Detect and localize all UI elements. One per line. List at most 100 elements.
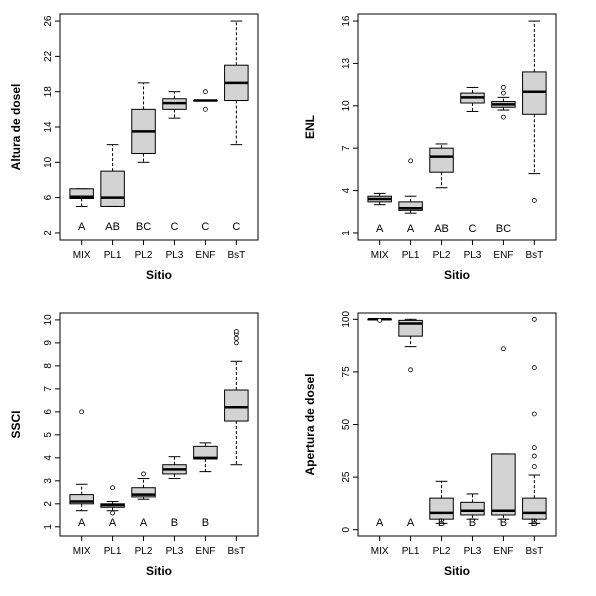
outlier-point [203, 106, 208, 112]
outlier-point [531, 445, 537, 451]
y-tick-label: 18 [43, 86, 54, 98]
box-pl3: C [460, 86, 485, 235]
box-pl2: BC [131, 82, 156, 233]
box-enf: B [193, 442, 218, 529]
iqr-box [100, 170, 125, 207]
y-tick-label: 22 [43, 50, 54, 62]
group-letter: A [78, 517, 86, 529]
y-axis-title: Altura de dosel [9, 84, 23, 171]
group-letter: B [171, 517, 178, 529]
box-pl1: A [398, 318, 423, 529]
iqr-box [522, 497, 547, 520]
y-tick-label: 0 [341, 526, 352, 532]
box-pl2: A [131, 471, 156, 529]
outlier-point [233, 340, 239, 346]
outlier-point [531, 198, 537, 203]
y-tick-label: 5 [43, 432, 54, 438]
iqr-box [69, 188, 94, 200]
x-tick-label: ENF [195, 546, 215, 557]
box-pl1: AB [100, 144, 125, 233]
x-tick-label: PL2 [433, 546, 451, 557]
outlier-point [531, 411, 537, 417]
x-tick-label: MIX [371, 250, 389, 261]
x-tick-label: BsT [525, 546, 543, 557]
box-pl3: C [162, 91, 187, 233]
y-tick-label: 3 [43, 478, 54, 484]
box-enf: B [491, 346, 516, 529]
x-tick-label: PL2 [433, 250, 451, 261]
y-tick-label: 10 [43, 156, 54, 168]
group-letter: A [407, 517, 415, 529]
group-letter: A [109, 517, 117, 529]
box-mix: A [367, 317, 392, 529]
y-tick-label: 10 [43, 314, 54, 326]
group-letter: AB [434, 223, 449, 235]
iqr-box [429, 497, 454, 520]
panel-canopy-openness: 0 25 50 75 100 MIX PL1 PL2 PL3 ENF BsT Sitio Apertur… [303, 311, 557, 578]
group-letter: BC [136, 221, 151, 233]
panel-ssci: 1 2 3 4 5 6 7 8 9 10 MIX PL1 PL2 PL3 ENF BsT Sitio SSCI A A… [9, 312, 259, 578]
x-axis-title: Sitio [444, 564, 470, 578]
group-letter: B [469, 517, 476, 529]
y-axis-title: SSCI [9, 410, 23, 438]
x-tick-label: PL1 [104, 546, 122, 557]
y-tick-label: 14 [43, 121, 54, 133]
outlier-point [408, 158, 413, 164]
iqr-box [398, 201, 423, 211]
box-pl3: B [162, 456, 187, 529]
x-tick-label: PL3 [464, 250, 482, 261]
y-tick-label: 4 [341, 187, 352, 193]
y-tick-label: 1 [341, 230, 352, 236]
plot-frame [59, 13, 259, 241]
x-tick-label: PL3 [464, 546, 482, 557]
box-pl1: A [100, 485, 125, 529]
y-axis-title: Apertura de dosel [303, 373, 317, 475]
y-axis-title: ENL [303, 115, 317, 139]
x-tick-label: PL2 [135, 546, 153, 557]
y-tick-label: 6 [43, 194, 54, 200]
x-axis-title: Sitio [444, 268, 470, 282]
box-enf: C [193, 89, 218, 233]
box-bst: C [224, 20, 249, 233]
group-letter: C [468, 223, 476, 235]
group-letter: A [376, 223, 384, 235]
y-tick-label: 75 [341, 366, 352, 378]
panel-enl: 1 4 7 10 13 16 MIX PL1 PL2 PL3 ENF BsT Sitio ENL A A AB C… [303, 13, 557, 282]
y-tick-label: 10 [341, 100, 352, 112]
iqr-box [69, 494, 94, 505]
x-tick-label: ENF [195, 250, 215, 261]
x-tick-label: BsT [525, 250, 543, 261]
iqr-box [460, 501, 485, 516]
y-tick-label: 1 [43, 524, 54, 530]
x-tick-label: MIX [73, 546, 91, 557]
outlier-point [141, 471, 146, 477]
group-letter: C [170, 221, 178, 233]
y-tick-label: 2 [43, 230, 54, 236]
x-tick-label: PL1 [402, 546, 420, 557]
group-letter: C [201, 221, 209, 233]
group-letter: BC [496, 223, 511, 235]
group-letter: A [376, 517, 384, 529]
outlier-point [408, 367, 413, 373]
y-tick-label: 50 [341, 419, 352, 431]
outlier-point [203, 89, 208, 95]
outlier-point [79, 409, 85, 415]
outlier-point [233, 335, 239, 341]
group-letter: B [531, 517, 538, 529]
box-pl2: B [429, 480, 454, 529]
y-tick-label: 2 [43, 501, 54, 507]
box-pl1: A [398, 158, 423, 235]
outlier-point [531, 365, 537, 371]
y-tick-label: 100 [341, 311, 352, 328]
group-letter: AB [105, 221, 120, 233]
y-tick-label: 4 [43, 455, 54, 461]
plot-frame [59, 312, 259, 537]
outlier-point [110, 485, 115, 491]
plot-frame [357, 13, 557, 241]
outlier-point [501, 85, 506, 90]
outlier-point [531, 464, 537, 469]
x-tick-label: PL1 [402, 250, 420, 261]
y-tick-label: 8 [43, 363, 54, 369]
